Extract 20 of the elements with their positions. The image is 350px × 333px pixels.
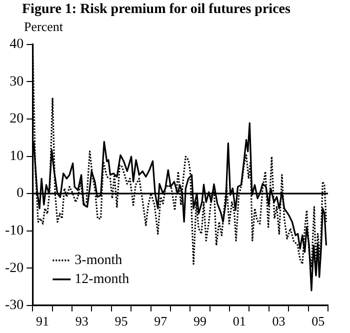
y-tick-label: -30 [4, 298, 24, 314]
x-tick-label: 99 [194, 314, 207, 329]
y-tick-label: 30 [10, 74, 24, 90]
x-tick-label: 03 [272, 314, 286, 329]
y-axis-title: Percent [24, 19, 63, 35]
x-tick-label: 05 [312, 314, 325, 329]
y-tick-label: 0 [16, 186, 24, 202]
x-tick-label: 95 [114, 314, 128, 329]
x-tick-label: 93 [75, 314, 88, 329]
y-tick-label: 10 [10, 148, 24, 164]
x-tick-label: 01 [232, 314, 246, 329]
y-tick-label: -20 [4, 260, 24, 276]
y-tick-label: 40 [10, 37, 24, 52]
legend-label: 12-month [74, 272, 130, 288]
y-tick-label: 20 [10, 112, 24, 127]
x-tick-label: 91 [36, 314, 50, 329]
y-tick-label: -10 [4, 224, 24, 238]
x-tick-label: 97 [154, 314, 168, 329]
legend-label: 3-month [74, 253, 122, 268]
chart-title: Figure 1: Risk premium for oil futures prices [22, 2, 290, 18]
